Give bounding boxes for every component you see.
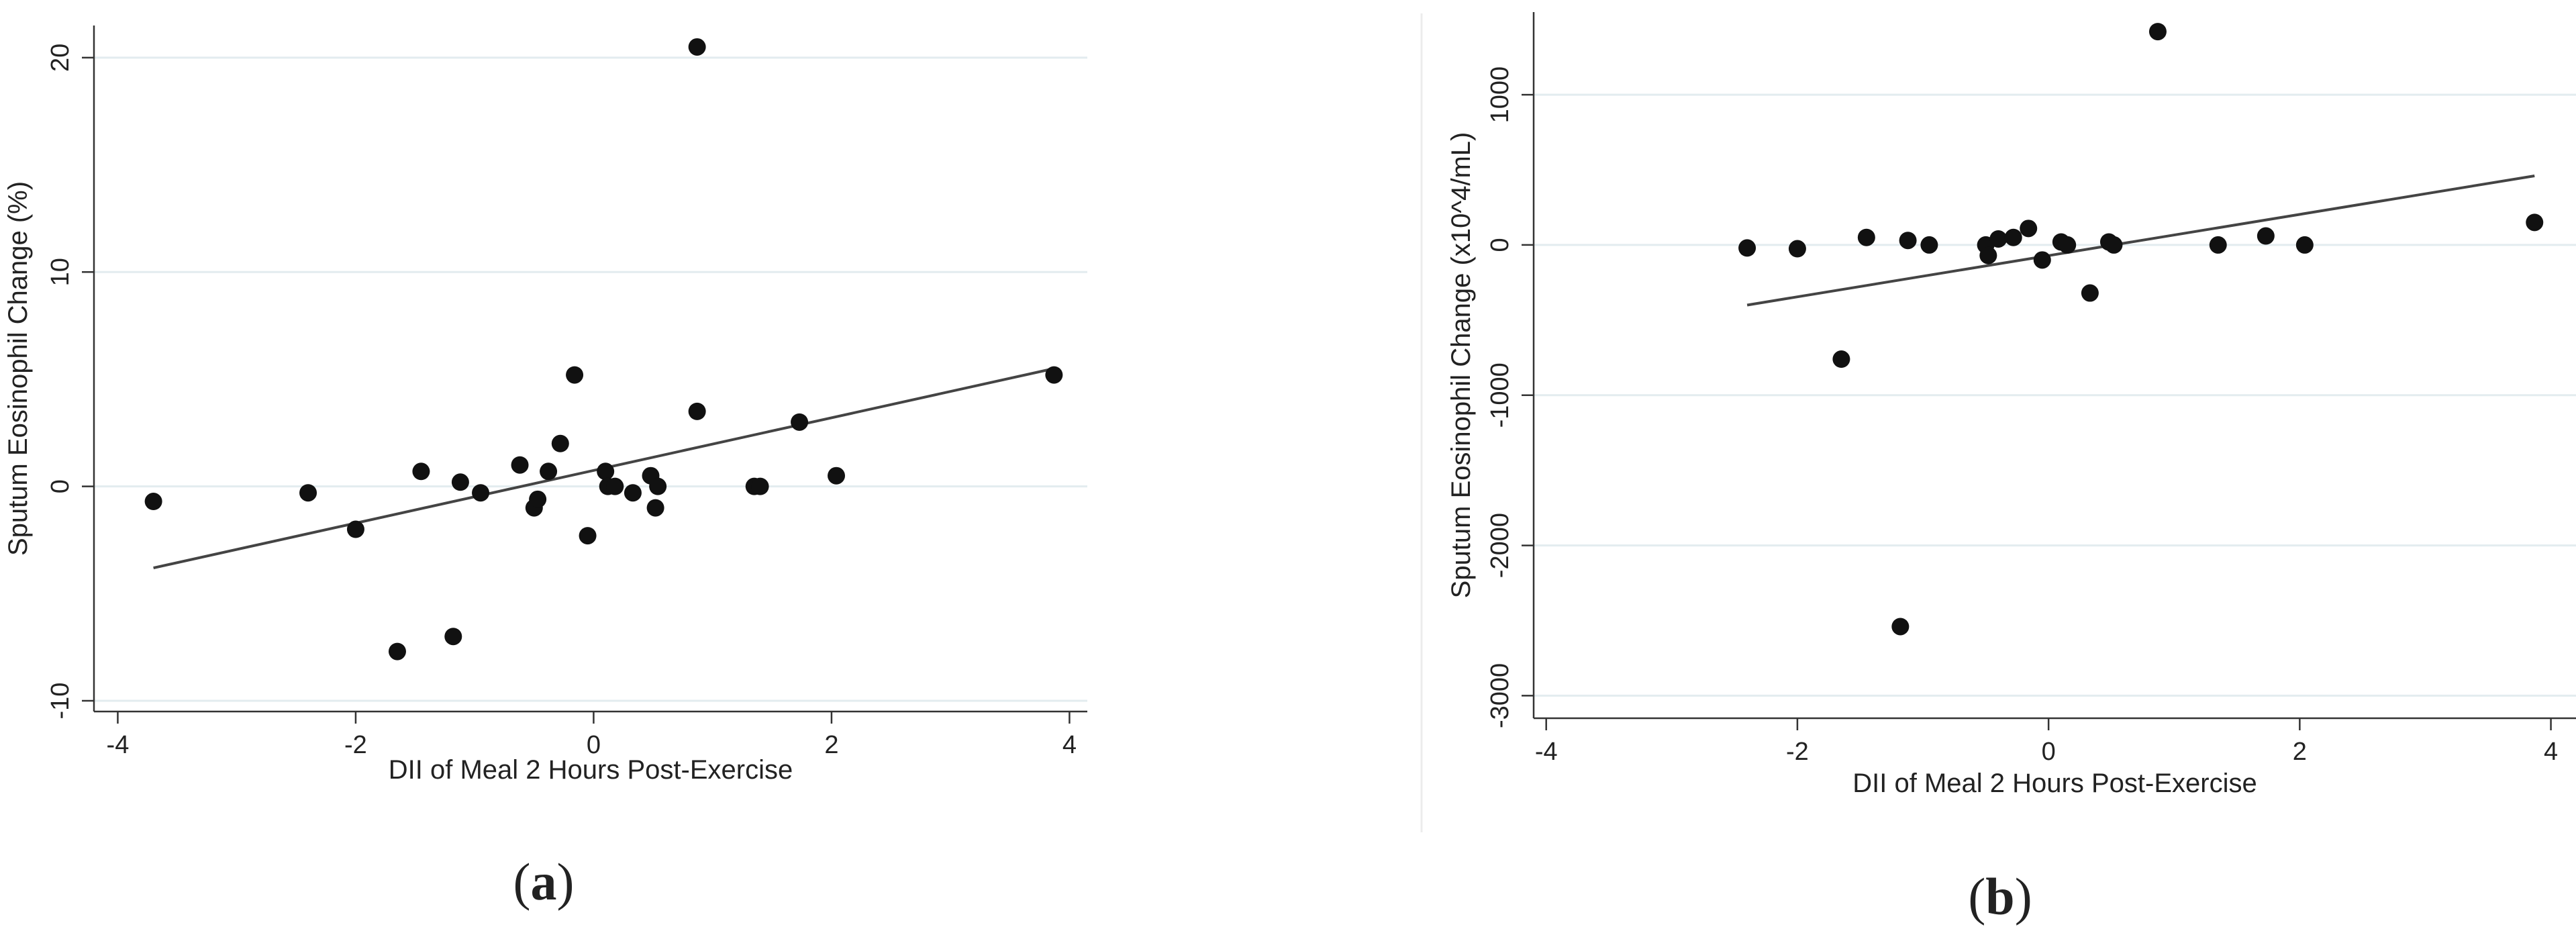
y-tick-label: -10 (46, 683, 75, 720)
data-point (529, 490, 547, 508)
panel-label: (b) (1968, 867, 2032, 926)
data-point (566, 366, 584, 384)
x-tick-label: 0 (587, 731, 601, 759)
data-point (688, 402, 706, 420)
data-point (1738, 239, 1756, 257)
x-tick-label: -4 (107, 731, 130, 759)
data-point (646, 499, 664, 517)
data-point (299, 484, 317, 502)
chart-b: -4 -2 0 2 4 -3000 -2000 -1000 0 1000 DII of Meal 2… (1446, 12, 2576, 926)
x-tick-label: -2 (1786, 738, 1809, 766)
x-axis-title: DII of Meal 2 Hours Post-Exercise (389, 755, 793, 785)
y-tick-label: 0 (46, 479, 75, 493)
data-point (2020, 219, 2038, 238)
x-tick-label: -4 (1535, 738, 1558, 766)
data-point (2081, 284, 2099, 302)
chart-a: -4 -2 0 2 4 -10 0 10 20 DII of Meal 2 Hours Post-… (3, 26, 1087, 911)
data-point (451, 473, 469, 491)
x-tick-label: 2 (824, 731, 838, 759)
data-point (144, 493, 162, 511)
data-point (649, 477, 667, 495)
data-point (2059, 236, 2077, 254)
data-point (444, 628, 462, 646)
data-point (511, 456, 529, 474)
panel-label-close: ) (557, 852, 575, 911)
data-point (1979, 246, 1997, 264)
data-point (1045, 366, 1063, 384)
data-point (1857, 228, 1875, 246)
data-point (2105, 236, 2123, 254)
data-point (551, 434, 569, 452)
data-point (688, 38, 706, 56)
data-point (2148, 23, 2167, 41)
y-axis-title: Sputum Eosinophil Change (x10^4/mL) (1446, 132, 1476, 599)
data-point (1989, 230, 2008, 248)
data-point (624, 484, 642, 502)
panel-label-open: ( (513, 852, 531, 911)
data-point (540, 462, 558, 481)
data-point (1832, 350, 1850, 369)
data-point (579, 527, 597, 545)
data-point (1899, 232, 1917, 250)
panel-label: (a) (513, 852, 575, 911)
panel-label-open: ( (1968, 867, 1985, 926)
data-point (412, 462, 430, 481)
y-tick-label: -3000 (1486, 663, 1514, 728)
y-tick-label: -1000 (1486, 362, 1514, 428)
data-point (751, 477, 769, 495)
x-tick-label: 2 (2293, 738, 2307, 766)
data-point (346, 520, 364, 538)
data-point (2257, 227, 2275, 245)
y-tick-label: 0 (1486, 238, 1514, 252)
data-point (828, 467, 846, 485)
data-point (2209, 236, 2227, 254)
x-tick-label: 4 (2544, 738, 2558, 766)
x-tick-label: 4 (1062, 731, 1077, 759)
data-point (2295, 236, 2314, 254)
data-point (2004, 228, 2022, 246)
data-point (606, 477, 624, 495)
y-tick-label: 1000 (1486, 66, 1514, 124)
panel-label-letter: a (531, 852, 557, 911)
panel-label-close: ) (2015, 867, 2032, 926)
x-tick-label: -2 (344, 731, 367, 759)
y-axis-title: Sputum Eosinophil Change (%) (3, 181, 33, 556)
panel-label-letter: b (1985, 867, 2014, 926)
x-tick-label: 0 (2042, 738, 2056, 766)
fit-line (1746, 175, 2535, 307)
x-axis-title: DII of Meal 2 Hours Post-Exercise (1852, 769, 2257, 798)
y-tick-label: -2000 (1486, 513, 1514, 578)
data-point (2033, 251, 2051, 269)
data-point (597, 462, 615, 481)
data-point (388, 642, 406, 661)
data-point (791, 413, 809, 431)
data-point (1891, 618, 1910, 636)
data-point (1788, 240, 1806, 258)
data-point (1920, 236, 1938, 254)
data-point (2526, 213, 2544, 232)
y-tick-label: 10 (46, 258, 75, 286)
y-tick-label: 20 (46, 44, 75, 72)
data-point (472, 484, 490, 502)
